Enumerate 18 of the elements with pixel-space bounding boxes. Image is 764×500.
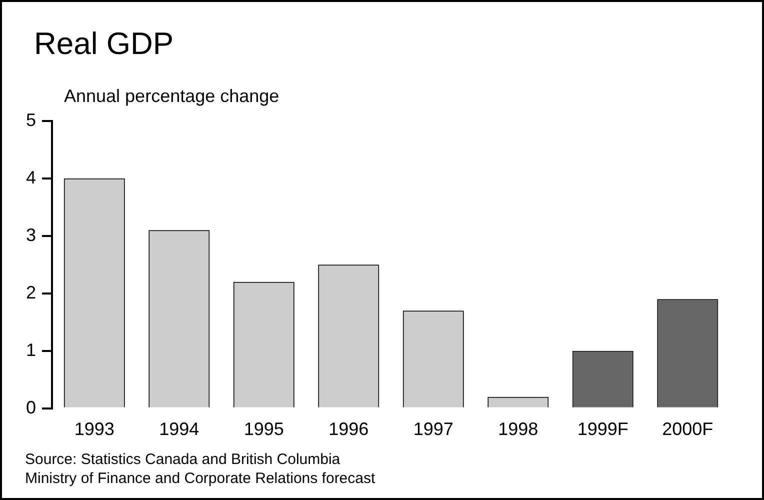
- y-tick-label: 3: [26, 224, 36, 245]
- y-tick-label: 1: [26, 340, 36, 360]
- x-tick-label: 1998: [498, 419, 538, 440]
- x-tick-label: 1994: [159, 419, 200, 440]
- chart-subtitle: Annual percentage change: [64, 86, 280, 107]
- x-tick-label: 1999F: [577, 419, 628, 440]
- x-tick-label: 2000F: [662, 419, 714, 440]
- x-tick-label: 1997: [413, 419, 454, 440]
- x-tick-label: 1995: [244, 419, 284, 440]
- text: Ministry of Finance and Corporate Relations forecast: [25, 469, 376, 488]
- y-tick-label: 0: [26, 397, 36, 418]
- y-tick-label: 5: [26, 110, 36, 130]
- source-note: Source: Statistics Canada and British Columbia: [25, 450, 342, 469]
- y-tick-label: 4: [26, 167, 36, 188]
- chart-title: Real GDP: [34, 26, 174, 62]
- x-tick-label: 1996: [328, 419, 369, 440]
- x-tick-label: 1993: [74, 419, 114, 440]
- y-tick-label: 2: [26, 282, 36, 302]
